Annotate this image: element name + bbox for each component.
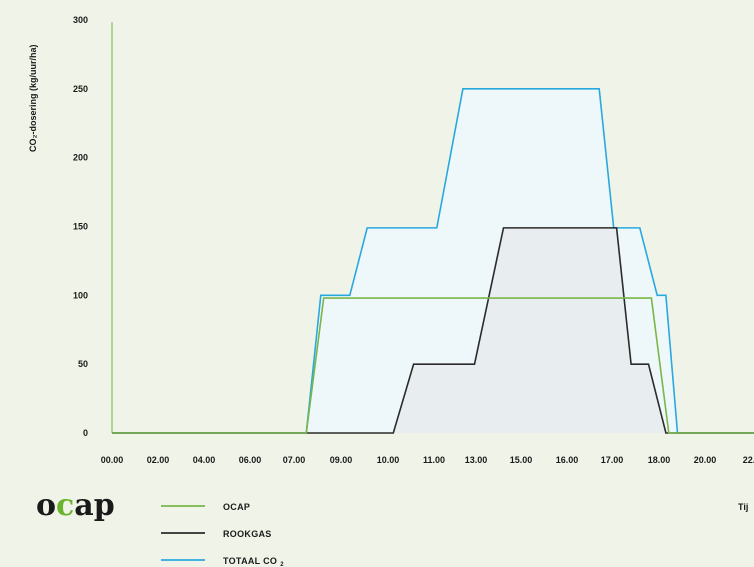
- logo-letter-c: c: [56, 488, 74, 523]
- legend-label: TOTAAL CO 2: [223, 556, 284, 567]
- x-tick-label: 20.00: [694, 455, 717, 465]
- series-lines: [112, 88, 754, 434]
- legend-label: OCAP: [223, 502, 250, 512]
- y-tick-label: 150: [73, 222, 88, 232]
- x-tick-label: 18.00: [648, 455, 671, 465]
- x-tick-label: 15.00: [510, 455, 533, 465]
- x-tick-label: 22.: [743, 455, 754, 465]
- x-tick-label: 00.00: [101, 455, 124, 465]
- x-tick-label: 11.00: [423, 455, 445, 465]
- x-tick-label: 13.00: [465, 455, 488, 465]
- series-line-ocap: [112, 297, 754, 434]
- x-tick-label: 06.00: [239, 455, 262, 465]
- logo-letters-ap: ap: [74, 488, 114, 523]
- x-tick-labels: 00.00 02.00 04.00 06.00 07.00 09.00 10.00 11.00…: [101, 455, 754, 465]
- legend-label: ROOKGAS: [223, 529, 272, 539]
- x-tick-label: 02.00: [147, 455, 170, 465]
- y-tick-label: 100: [73, 290, 88, 300]
- x-tick-label: 16.00: [556, 455, 579, 465]
- logo-wordmark: ocap: [36, 488, 115, 523]
- area-fill-rookgas: [112, 227, 754, 433]
- ocap-logo: ocap: [36, 488, 115, 523]
- logo-letter-o: o: [36, 488, 56, 523]
- y-tick-label: 50: [78, 359, 88, 369]
- y-tick-label: 250: [73, 84, 88, 94]
- x-tick-label: 04.00: [193, 455, 216, 465]
- series-line-totaal-co: [112, 88, 754, 434]
- series-line-rookgas: [112, 227, 754, 434]
- y-axis-title: CO₂-dosering (kg/uur/ha): [28, 44, 38, 152]
- y-tick-label: 300: [73, 15, 88, 25]
- x-tick-label: 07.00: [283, 455, 306, 465]
- y-tick-label: 0: [83, 428, 88, 438]
- y-tick-label: 200: [73, 153, 88, 163]
- series-fills: [112, 88, 754, 433]
- x-tick-label: 09.00: [330, 455, 353, 465]
- x-tick-label: 17.00: [601, 455, 624, 465]
- legend: OCAP ROOKGAS TOTAAL CO 2: [161, 502, 284, 567]
- y-tick-labels: 0 50 100 150 200 250 300: [73, 15, 88, 438]
- x-axis-title: Tij: [738, 502, 748, 512]
- x-tick-label: 10.00: [377, 455, 400, 465]
